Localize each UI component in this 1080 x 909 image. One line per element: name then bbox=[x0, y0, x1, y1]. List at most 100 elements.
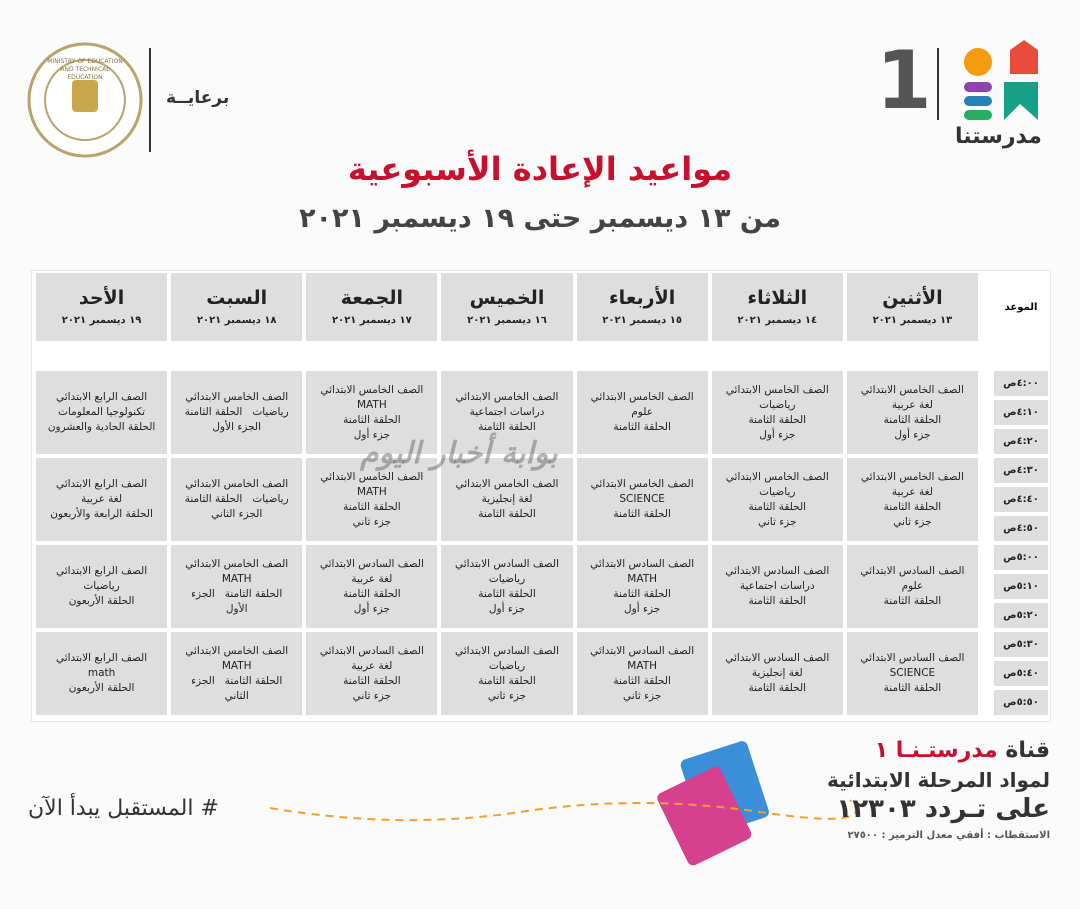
schedule-cell: الصف السادس الابتدائي MATH الحلقة الثامنة ج… bbox=[574, 630, 710, 717]
schedule-cell: الصف الخامس الابتدائي دراسات اجتماعية الحل… bbox=[439, 369, 575, 456]
subtitle: من ١٣ ديسمبر حتى ١٩ ديسمبر ٢٠٢١ bbox=[299, 203, 781, 234]
cell-line: SCIENCE bbox=[889, 667, 936, 679]
cell-line: رياضيات bbox=[488, 659, 526, 672]
cell-line: الصف الرابع الابتدائي bbox=[55, 652, 148, 664]
cell-line: الصف الرابع الابتدائي bbox=[55, 565, 148, 577]
cell-line: الصف السادس الابتدائي bbox=[590, 644, 695, 657]
schedule-cell: الصف الخامس الابتدائي SCIENCE الحلقة الثام… bbox=[574, 456, 710, 543]
time-slot: ٤:٢٠ص bbox=[992, 427, 1050, 456]
schedule-cell: الصف الخامس الابتدائي لغة عربية الحلقة الث… bbox=[844, 369, 980, 456]
cell-line: الصف السادس الابتدائي bbox=[860, 565, 965, 577]
schedule-cell: الصف السادس الابتدائي SCIENCE الحلقة الثام… bbox=[844, 630, 980, 717]
day-name: السبت bbox=[206, 287, 268, 309]
cell-line: MATH bbox=[221, 659, 252, 672]
schedule-cell: الصف السادس الابتدائي رياضيات الحلقة الثام… bbox=[439, 543, 575, 630]
cell-line: الصف السادس الابتدائي bbox=[454, 557, 560, 570]
time-slot: ٤:١٠ص bbox=[992, 398, 1050, 427]
day-header: الثلاثاء ١٤ ديسمبر ٢٠٢١ bbox=[709, 271, 845, 343]
cell-line: علوم bbox=[901, 580, 924, 592]
title: مواعيد الإعادة الأسبوعية bbox=[347, 150, 733, 188]
cell-line: الصف السادس الابتدائي bbox=[860, 652, 965, 664]
cell-line: الصف السادس الابتدائي bbox=[454, 644, 560, 657]
day-header: الأحد ١٩ ديسمبر ٢٠٢١ bbox=[34, 271, 170, 343]
cell-line: الصف الخامس الابتدائي bbox=[320, 470, 424, 483]
cell-line: رياضيات bbox=[759, 398, 796, 411]
cell-line: رياضيات bbox=[83, 580, 120, 592]
cell-line: الحلقة الثامنة bbox=[613, 587, 671, 600]
cell-line: الحلقة الثامنة bbox=[478, 587, 536, 600]
cell-line: الحلقة الثامنة bbox=[343, 500, 401, 513]
logo-shape bbox=[964, 96, 992, 106]
cell-line: الحلقة الثامنة الجزء bbox=[191, 587, 283, 600]
cell-line: دراسات اجتماعية bbox=[469, 406, 545, 418]
footer-line: لمواد المرحلة الابتدائية bbox=[826, 768, 1050, 792]
cell-line: الصف الخامس الابتدائي bbox=[320, 383, 424, 396]
cell-line: الصف السادس الابتدائي bbox=[725, 652, 830, 664]
day-header: الجمعة ١٧ ديسمبر ٢٠٢١ bbox=[304, 271, 440, 343]
cell-line: جزء أول bbox=[353, 428, 390, 441]
cell-line: الصف الخامس الابتدائي bbox=[185, 557, 289, 570]
schedule-cell: الصف الخامس الابتدائي رياضيات الحلقة الثا… bbox=[169, 456, 305, 543]
cell-line: الحلقة الأربعون bbox=[68, 595, 135, 607]
cell-line: تكنولوجيا المعلومات bbox=[58, 406, 146, 418]
cell-line: الحلقة الثامنة bbox=[613, 674, 671, 687]
cell-line: الحلقة الثامنة bbox=[748, 595, 807, 607]
cell-line: لغة إنجليزية bbox=[751, 667, 803, 679]
cell-line: جزء ثاني bbox=[622, 689, 662, 702]
schedule-cell: الصف السادس الابتدائي لغة إنجليزية الحلقة … bbox=[709, 630, 845, 717]
logo-text: مدرستنا bbox=[955, 124, 1042, 149]
cell-line: الحلقة الثامنة bbox=[748, 413, 807, 426]
schedule-cell: الصف الخامس الابتدائي MATH الحلقة الثامنة … bbox=[169, 543, 305, 630]
logo-shape bbox=[964, 82, 992, 92]
sponsor: برعايــة bbox=[166, 88, 230, 108]
schedule-cell: الصف الخامس الابتدائي رياضيات الحلقة الثام… bbox=[709, 456, 845, 543]
cell-line: جزء أول bbox=[353, 602, 390, 615]
channel: قناة مدرستـنـا ١ bbox=[875, 738, 1050, 763]
schedule-cell: الصف الخامس الابتدائي رياضيات الحلقة الثام… bbox=[709, 369, 845, 456]
cell-line: الجزء الأول bbox=[212, 421, 261, 433]
cell-line: الصف الخامس الابتدائي bbox=[860, 383, 964, 396]
cell-line: الحلقة الثامنة bbox=[478, 508, 536, 520]
cell-line: الحلقة الثامنة الجزء bbox=[191, 674, 283, 687]
cell-line: الحلقة الرابعة والأربعون bbox=[50, 508, 153, 520]
cell-line: الحلقة الحادية والعشرون bbox=[47, 421, 156, 433]
notebooks bbox=[657, 741, 769, 866]
cell-line: الحلقة الثامنة bbox=[343, 413, 401, 426]
cell-line: جزء ثاني bbox=[352, 689, 392, 702]
cell-line: الحلقة الثامنة bbox=[613, 421, 671, 433]
cell-line: الصف الخامس الابتدائي bbox=[590, 478, 694, 490]
time-slot: ٤:٥٠ص bbox=[992, 514, 1050, 543]
cell-line: الصف الخامس الابتدائي bbox=[590, 391, 694, 403]
cell-line: الصف الرابع الابتدائي bbox=[55, 478, 148, 490]
schedule-cell: الصف الخامس الابتدائي لغة إنجليزية الحلقة … bbox=[439, 456, 575, 543]
schedule-cell: الصف الرابع الابتدائي لغة عربية الحلقة الر… bbox=[34, 456, 170, 543]
cell-line: الحلقة الثامنة bbox=[883, 500, 942, 513]
cell-line: الصف الخامس الابتدائي bbox=[185, 644, 289, 657]
logo-shape bbox=[1004, 82, 1038, 120]
channel-prefix: قناة bbox=[1005, 738, 1050, 763]
time-slot: ٥:١٠ص bbox=[992, 572, 1050, 601]
day-header: السبت ١٨ ديسمبر ٢٠٢١ bbox=[169, 271, 305, 343]
time-slot: ٤:٠٠ص bbox=[992, 369, 1050, 398]
schedule-cell: الصف الخامس الابتدائي MATH الحلقة الثامنة … bbox=[169, 630, 305, 717]
seal-emblem bbox=[72, 80, 98, 112]
schedule-cell: الصف الخامس الابتدائي لغة عربية الحلقة الث… bbox=[844, 456, 980, 543]
day-name: الجمعة bbox=[340, 287, 404, 309]
day-name: الخميس bbox=[469, 287, 545, 309]
cell-line: MATH bbox=[221, 572, 252, 585]
cell-line: MATH bbox=[356, 485, 387, 498]
day-name: الثلاثاء bbox=[747, 287, 808, 309]
cell-line: جزء أول bbox=[488, 602, 526, 615]
cell-line: الحلقة الثامنة bbox=[613, 508, 671, 520]
cell-line: الصف الخامس الابتدائي bbox=[455, 391, 559, 403]
cell-line: الصف الخامس الابتدائي bbox=[725, 383, 829, 396]
schedule-cell: الصف السادس الابتدائي MATH الحلقة الثامنة ج… bbox=[574, 543, 710, 630]
cell-line: الصف السادس الابتدائي bbox=[590, 557, 695, 570]
schedule-cell: الصف السادس الابتدائي لغة عربية الحلقة الث… bbox=[304, 543, 440, 630]
schedule-cell: الصف الخامس الابتدائي رياضيات الحلقة الثا… bbox=[169, 369, 305, 456]
cell-line: رياضيات الحلقة الثامنة bbox=[184, 406, 289, 418]
cell-line: جزء ثاني bbox=[352, 515, 392, 528]
logo-shape bbox=[1010, 40, 1038, 74]
cell-line: الحلقة الثامنة bbox=[343, 587, 401, 600]
